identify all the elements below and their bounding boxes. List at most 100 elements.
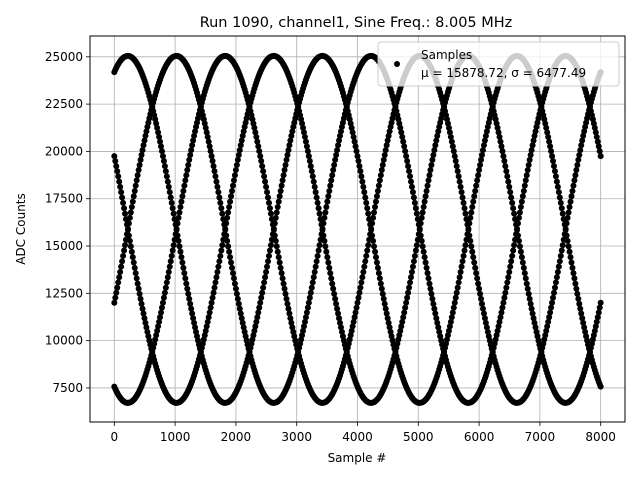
sample-point (525, 161, 532, 168)
sample-point (431, 147, 438, 154)
sample-point (405, 289, 412, 296)
sample-point (162, 284, 169, 291)
sample-point (499, 148, 506, 155)
sample-point (471, 259, 478, 266)
sample-point (524, 285, 531, 292)
sample-point (172, 231, 179, 238)
sample-point (133, 177, 140, 184)
sample-point (516, 243, 523, 250)
sample-point (546, 314, 553, 321)
sample-point (270, 227, 277, 233)
sample-point (256, 304, 263, 311)
x-tick-label: 0 (110, 430, 118, 444)
sample-point (126, 214, 133, 221)
sample-point (399, 133, 406, 140)
sample-point (158, 304, 165, 311)
sample-point (380, 295, 387, 302)
y-tick-label: 25000 (45, 50, 83, 64)
sample-point (502, 163, 509, 170)
sample-point (330, 167, 337, 174)
x-tick-label: 6000 (464, 430, 495, 444)
sample-point (167, 258, 174, 265)
sample-point (506, 183, 513, 190)
sample-point (268, 216, 275, 223)
sample-point (412, 205, 419, 212)
sample-point (450, 148, 457, 155)
sample-point (211, 168, 218, 175)
sample-point (185, 290, 192, 297)
sample-point (114, 168, 121, 175)
sample-point (504, 279, 511, 286)
sample-point (186, 156, 193, 163)
sample-point (312, 189, 319, 196)
sample-point (554, 268, 561, 275)
sample-point (550, 289, 557, 296)
sample-point (403, 153, 410, 160)
sample-point (131, 264, 138, 271)
sample-point (273, 243, 280, 250)
sample-point (359, 178, 366, 185)
sample-point (571, 177, 578, 184)
sample-point (451, 153, 458, 160)
sample-point (161, 163, 168, 170)
sample-point (517, 204, 524, 211)
sample-point (559, 242, 566, 249)
sample-point (507, 263, 514, 270)
sample-point (129, 254, 136, 261)
sample-point (132, 182, 139, 189)
sample-point (207, 148, 214, 155)
sample-point (528, 147, 535, 154)
sample-point (408, 178, 414, 185)
sample-point (279, 275, 286, 282)
sample-point (431, 305, 438, 312)
sample-point (482, 132, 489, 139)
sample-point (564, 214, 571, 221)
sample-point (142, 132, 149, 139)
sample-point (523, 172, 530, 179)
sample-point (137, 156, 144, 163)
sample-point (287, 137, 294, 144)
sample-point (570, 270, 577, 277)
sample-point (203, 129, 210, 136)
sample-point (430, 300, 437, 307)
sample-point (282, 290, 289, 297)
sample-point (526, 295, 533, 302)
sample-point (159, 153, 166, 160)
sample-point (333, 151, 340, 158)
sample-point (228, 193, 235, 200)
sample-point (215, 189, 222, 196)
sample-point (176, 209, 183, 216)
sample-point (353, 148, 360, 155)
sample-point (274, 204, 281, 211)
sample-point (481, 137, 488, 144)
sample-point (382, 147, 389, 154)
sample-point (566, 248, 573, 255)
sample-point (578, 310, 585, 317)
sample-point (529, 142, 536, 149)
sample-point (155, 323, 162, 330)
sample-point (217, 199, 224, 206)
legend: Samples μ = 15878.72, σ = 6477.49 (377, 41, 620, 87)
sample-point (549, 299, 556, 306)
sample-point (332, 295, 339, 302)
sample-point (560, 236, 567, 243)
sample-point (286, 142, 293, 149)
sample-point (135, 285, 142, 292)
sample-point (140, 310, 147, 317)
sample-point (205, 138, 212, 145)
sample-point (283, 295, 290, 302)
sample-point (472, 264, 479, 271)
sample-point (138, 151, 145, 158)
sample-point (461, 247, 468, 254)
sample-point (420, 248, 427, 255)
sample-point (500, 153, 507, 160)
x-tick-label: 8000 (585, 430, 616, 444)
sample-point (360, 183, 367, 190)
sample-point (159, 299, 166, 306)
sample-point (572, 280, 579, 287)
sample-point (214, 268, 221, 275)
sample-point (319, 225, 326, 232)
sample-point (416, 227, 423, 233)
sample-point (218, 247, 225, 254)
sample-point (267, 210, 274, 217)
